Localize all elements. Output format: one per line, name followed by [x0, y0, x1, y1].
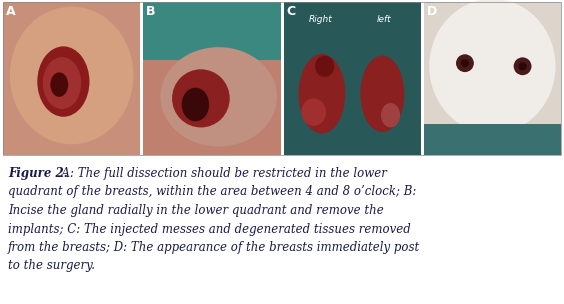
Text: from the breasts; D: The appearance of the breasts immediately post: from the breasts; D: The appearance of t…: [8, 241, 420, 254]
Circle shape: [518, 62, 527, 71]
Text: left: left: [376, 15, 391, 24]
Text: Right: Right: [309, 15, 332, 24]
Ellipse shape: [182, 88, 209, 121]
Ellipse shape: [315, 56, 334, 77]
Text: C: C: [287, 5, 296, 18]
Text: D: D: [427, 5, 437, 18]
Ellipse shape: [160, 47, 277, 147]
Text: implants; C: The injected messes and degenerated tissues removed: implants; C: The injected messes and deg…: [8, 223, 411, 236]
Ellipse shape: [37, 47, 90, 117]
Bar: [284, 2, 421, 155]
Text: quadrant of the breasts, within the area between 4 and 8 o’clock; B:: quadrant of the breasts, within the area…: [8, 185, 416, 199]
Bar: [3, 2, 561, 155]
Circle shape: [514, 57, 531, 75]
Text: Incise the gland radially in the lower quadrant and remove the: Incise the gland radially in the lower q…: [8, 204, 384, 217]
Text: B: B: [146, 5, 156, 18]
Bar: [424, 2, 561, 155]
Ellipse shape: [381, 103, 400, 127]
Ellipse shape: [360, 56, 404, 132]
Text: Figure 2.: Figure 2.: [8, 167, 68, 180]
Text: A: A: [6, 5, 16, 18]
Ellipse shape: [301, 98, 326, 126]
Circle shape: [461, 59, 469, 67]
Bar: [424, 124, 561, 155]
Ellipse shape: [50, 72, 68, 97]
Ellipse shape: [10, 7, 134, 144]
Ellipse shape: [43, 57, 81, 109]
Bar: [3, 2, 140, 155]
Ellipse shape: [298, 54, 345, 133]
Bar: [143, 2, 280, 155]
Circle shape: [456, 54, 474, 72]
Ellipse shape: [172, 69, 230, 127]
Text: to the surgery.: to the surgery.: [8, 260, 95, 272]
Bar: [143, 2, 280, 60]
Ellipse shape: [429, 0, 556, 133]
Text: A: The full dissection should be restricted in the lower: A: The full dissection should be restric…: [54, 167, 387, 180]
